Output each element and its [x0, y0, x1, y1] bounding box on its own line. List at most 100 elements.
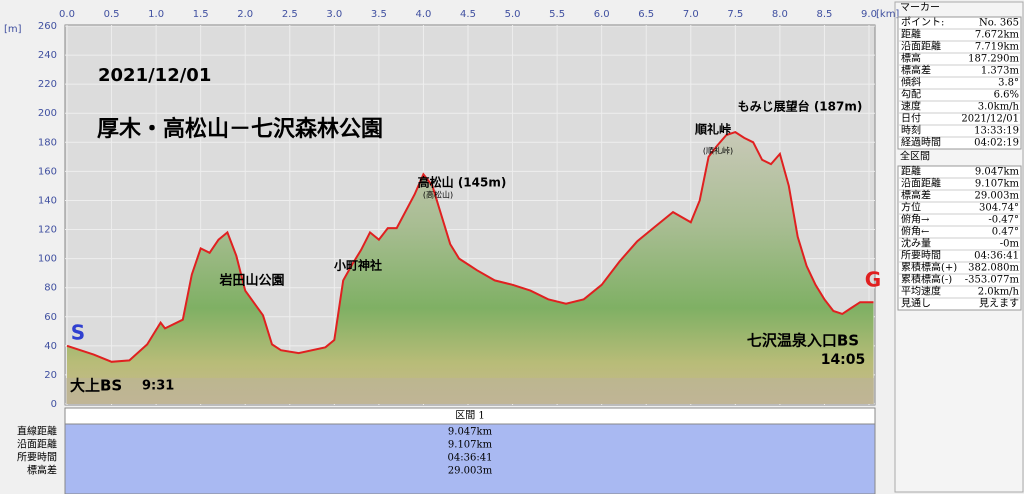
- y-tick-label: 60: [44, 312, 57, 323]
- all-title: 全区間: [900, 150, 930, 163]
- y-tick-label: 100: [38, 254, 57, 265]
- panel-value: 29.003m: [975, 191, 1020, 202]
- panel-value: 3.0km/h: [978, 102, 1020, 113]
- annotation: 厚木・高松山－七沢森林公園: [97, 116, 383, 142]
- panel-value: 382.080m: [968, 263, 1019, 274]
- start-label: S: [71, 321, 85, 345]
- panel-value: 7.719km: [975, 42, 1020, 53]
- panel-key: 勾配: [901, 88, 921, 101]
- y-tick-label: 180: [38, 137, 57, 148]
- x-tick-label: 1.0: [148, 9, 164, 20]
- x-tick-label: 3.5: [371, 9, 387, 20]
- annotation: 岩田山公園: [218, 273, 284, 289]
- panel-value: 2021/12/01: [961, 114, 1019, 125]
- panel-key: 見通し: [901, 298, 931, 310]
- y-unit: [m]: [4, 24, 22, 35]
- panel-key: 所要時間: [901, 250, 941, 262]
- panel-value: 04:02:19: [974, 138, 1019, 149]
- x-tick-label: 8.5: [816, 9, 832, 20]
- panel-key: 方位: [901, 201, 921, 214]
- y-tick-label: 200: [38, 108, 57, 119]
- annotation: 高松山 (145m): [418, 175, 507, 190]
- panel-value: 6.6%: [994, 90, 1019, 101]
- x-tick-label: 2.0: [237, 9, 253, 20]
- section-label: 直線距離: [17, 425, 57, 438]
- goal-label: G: [865, 268, 881, 292]
- panel-value: No. 365: [979, 18, 1019, 29]
- panel-key: 傾斜: [901, 76, 921, 89]
- panel-value: 1.373m: [981, 66, 1020, 77]
- panel-value: 304.74°: [979, 203, 1019, 214]
- panel-value: 04:36:41: [974, 251, 1019, 262]
- panel-key: 沿面距離: [901, 40, 941, 53]
- y-tick-label: 120: [38, 225, 57, 236]
- panel-key: 時刻: [901, 124, 921, 137]
- section-label: 所要時間: [17, 452, 57, 464]
- panel-value: 187.290m: [968, 54, 1019, 65]
- panel-key: ポイント:: [901, 17, 944, 29]
- x-tick-label: 0.0: [59, 9, 75, 20]
- ground-band: [66, 378, 874, 404]
- annotation: (高松山): [423, 190, 453, 200]
- x-tick-label: 6.5: [638, 9, 654, 20]
- annotation: 14:05: [821, 352, 866, 368]
- section-label: 標高差: [27, 464, 57, 477]
- panel-key: 平均速度: [901, 285, 941, 298]
- x-tick-label: 0.5: [104, 9, 120, 20]
- annotation: 大上BS: [70, 377, 122, 395]
- panel-table: [897, 16, 1022, 150]
- panel-value: 7.672km: [975, 30, 1020, 41]
- panel-value: -353.077m: [965, 275, 1020, 286]
- panel-value: -0.47°: [988, 215, 1019, 226]
- x-unit: [km]: [876, 9, 899, 20]
- marker-title: マーカー: [900, 2, 940, 14]
- x-tick-label: 5.5: [549, 9, 565, 20]
- annotation: 順礼峠: [694, 122, 731, 137]
- x-tick-label: 6.0: [594, 9, 610, 20]
- elevation-line: [66, 131, 874, 363]
- panel-value: 13:33:19: [974, 126, 1019, 137]
- panel-key: 累積標高(-): [901, 273, 952, 286]
- y-tick-label: 160: [38, 166, 57, 177]
- x-tick-label: 4.0: [415, 9, 431, 20]
- section-label: 沿面距離: [17, 438, 57, 451]
- x-tick-label: 1.5: [193, 9, 209, 20]
- section-value: 9.107km: [448, 440, 493, 451]
- y-tick-label: 220: [38, 79, 57, 90]
- y-tick-label: 240: [38, 50, 57, 61]
- panel-key: 沿面距離: [901, 177, 941, 190]
- annotation: 9:31: [142, 379, 174, 394]
- panel-key: 俯角←: [901, 225, 929, 238]
- y-tick-label: 260: [38, 21, 57, 32]
- panel-value: 見えます: [979, 298, 1019, 310]
- panel-key: 標高: [901, 52, 921, 65]
- panel-key: 沈み量: [901, 237, 931, 250]
- x-tick-label: 3.0: [326, 9, 342, 20]
- panel-key: 日付: [901, 112, 921, 125]
- y-tick-label: 0: [51, 399, 57, 410]
- y-tick-label: 140: [38, 195, 57, 206]
- panel-key: 距離: [901, 165, 921, 178]
- panel-value: 0.47°: [992, 227, 1019, 238]
- y-tick-label: 40: [44, 341, 57, 352]
- panel-value: 3.8°: [998, 78, 1019, 89]
- section-value: 29.003m: [448, 466, 493, 477]
- x-tick-label: 2.5: [282, 9, 298, 20]
- annotation: もみじ展望台 (187m): [738, 99, 863, 114]
- section-body: [64, 423, 876, 494]
- panel-key: 速度: [901, 100, 921, 113]
- panel-value: -0m: [1000, 239, 1020, 250]
- section-value: 9.047km: [448, 427, 493, 438]
- x-tick-label: 4.5: [460, 9, 476, 20]
- section-value: 04:36:41: [448, 453, 493, 464]
- panel-key: 距離: [901, 28, 921, 41]
- panel-value: 9.107km: [975, 179, 1020, 190]
- panel-key: 俯角→: [901, 213, 930, 226]
- section-title: 区間 1: [455, 410, 485, 422]
- annotation: 2021/12/01: [98, 65, 211, 86]
- panel-key: 累積標高(+): [901, 261, 957, 274]
- annotation: (順礼峠): [703, 146, 733, 156]
- x-tick-label: 9.0: [861, 9, 877, 20]
